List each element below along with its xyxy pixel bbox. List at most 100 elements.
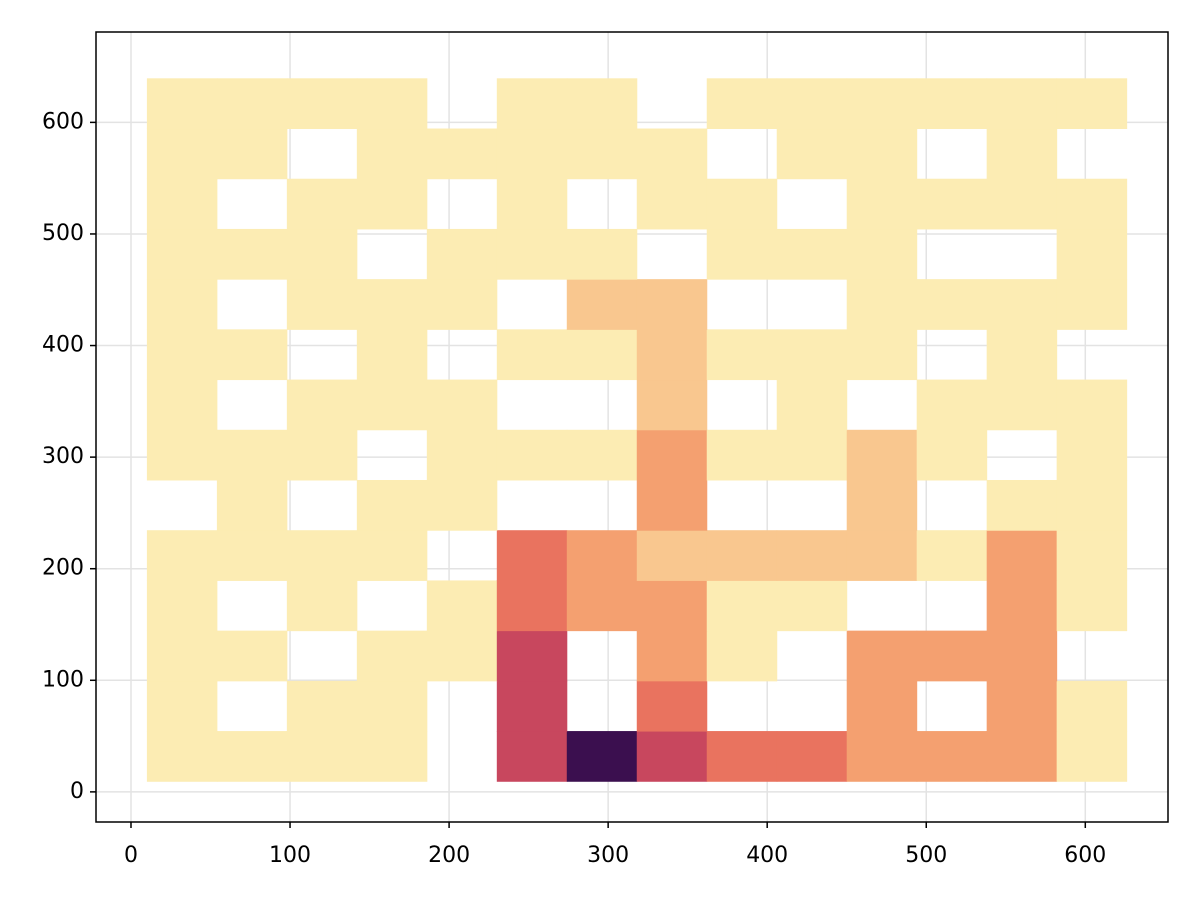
contour-cell bbox=[986, 178, 1058, 230]
contour-cell bbox=[986, 78, 1058, 130]
x-tick-label: 200 bbox=[428, 843, 470, 868]
contour-cell bbox=[986, 731, 1058, 782]
contour-cell bbox=[706, 580, 778, 632]
contour-cell bbox=[846, 480, 918, 531]
contour-cell bbox=[1056, 480, 1128, 531]
contour-cell bbox=[146, 680, 218, 732]
contour-cell bbox=[216, 78, 288, 130]
contour-cell bbox=[216, 480, 288, 531]
contour-cell bbox=[776, 379, 848, 431]
contour-cell bbox=[776, 731, 848, 782]
contour-cell bbox=[216, 630, 288, 682]
x-tick-label: 0 bbox=[124, 843, 138, 868]
contour-cell bbox=[916, 731, 988, 782]
contour-cell bbox=[566, 228, 638, 280]
contour-cell bbox=[146, 630, 218, 682]
contour-cell bbox=[636, 128, 708, 180]
contour-cell bbox=[146, 228, 218, 280]
contour-cell bbox=[706, 228, 778, 280]
contour-cell bbox=[636, 379, 708, 431]
contour-cell bbox=[566, 580, 638, 632]
contour-cell bbox=[566, 78, 638, 130]
contour-cell bbox=[846, 128, 918, 180]
contour-cell bbox=[986, 680, 1058, 732]
contour-cell bbox=[706, 178, 778, 230]
y-tick-label: 0 bbox=[70, 779, 84, 804]
contour-cell bbox=[776, 78, 848, 130]
contour-cell bbox=[636, 580, 708, 632]
contour-cell bbox=[986, 480, 1058, 531]
contour-cell bbox=[636, 480, 708, 531]
contour-cell bbox=[1056, 580, 1128, 632]
plot-frame bbox=[95, 31, 1169, 823]
contour-cell bbox=[846, 228, 918, 280]
contour-cell bbox=[356, 731, 428, 782]
contour-cell bbox=[286, 279, 358, 330]
contour-cells bbox=[146, 78, 1128, 782]
contour-cell bbox=[636, 630, 708, 682]
contour-cell bbox=[776, 329, 848, 381]
contour-cell bbox=[146, 530, 218, 581]
contour-cell bbox=[916, 178, 988, 230]
y-tick-label: 600 bbox=[42, 109, 84, 134]
y-tick-label: 500 bbox=[42, 221, 84, 246]
contour-cell bbox=[216, 731, 288, 782]
y-tick-label: 200 bbox=[42, 556, 84, 581]
contour-cell bbox=[846, 630, 918, 682]
contour-cell bbox=[986, 580, 1058, 632]
contour-cell bbox=[706, 429, 778, 481]
contour-cell bbox=[846, 530, 918, 581]
contour-cell bbox=[916, 429, 988, 481]
contour-cell bbox=[776, 429, 848, 481]
x-tick-label: 600 bbox=[1064, 843, 1106, 868]
contour-cell bbox=[846, 178, 918, 230]
contour-cell bbox=[986, 329, 1058, 381]
y-tick-label: 100 bbox=[42, 667, 84, 692]
contour-cell bbox=[916, 530, 988, 581]
contour-cell bbox=[636, 329, 708, 381]
contour-cell bbox=[1056, 178, 1128, 230]
contour-cell bbox=[846, 279, 918, 330]
contour-cell bbox=[566, 329, 638, 381]
contour-cell bbox=[426, 480, 498, 531]
contour-cell bbox=[636, 429, 708, 481]
contour-cell bbox=[496, 429, 568, 481]
contour-cell bbox=[496, 178, 568, 230]
contour-cell bbox=[146, 379, 218, 431]
contour-cell bbox=[426, 279, 498, 330]
contour-cell bbox=[146, 178, 218, 230]
contour-cell bbox=[986, 279, 1058, 330]
contour-cell bbox=[356, 379, 428, 431]
contour-cell bbox=[706, 329, 778, 381]
contour-cell bbox=[286, 429, 358, 481]
contour-cell bbox=[1056, 78, 1128, 130]
contour-cell bbox=[706, 78, 778, 130]
contour-cell bbox=[1056, 680, 1128, 732]
contour-cell bbox=[426, 429, 498, 481]
contour-cell bbox=[776, 530, 848, 581]
contour-cell bbox=[496, 680, 568, 732]
contour-cell bbox=[566, 279, 638, 330]
contour-cell bbox=[286, 580, 358, 632]
contour-cell bbox=[566, 128, 638, 180]
contour-cell bbox=[286, 78, 358, 130]
contour-cell bbox=[916, 630, 988, 682]
contour-cell bbox=[846, 429, 918, 481]
contour-cell bbox=[986, 630, 1058, 682]
contour-cell bbox=[636, 731, 708, 782]
contour-cell bbox=[356, 78, 428, 130]
contour-cell bbox=[986, 128, 1058, 180]
contour-cell bbox=[286, 731, 358, 782]
contour-cell bbox=[986, 530, 1058, 581]
contour-cell bbox=[426, 630, 498, 682]
contour-cell bbox=[846, 329, 918, 381]
contour-cell bbox=[986, 379, 1058, 431]
x-tick-label: 400 bbox=[746, 843, 788, 868]
x-tick-label: 100 bbox=[269, 843, 311, 868]
contour-cell bbox=[916, 279, 988, 330]
contour-cell bbox=[566, 429, 638, 481]
contour-cell bbox=[496, 580, 568, 632]
contour-cell bbox=[216, 228, 288, 280]
contour-cell bbox=[356, 680, 428, 732]
